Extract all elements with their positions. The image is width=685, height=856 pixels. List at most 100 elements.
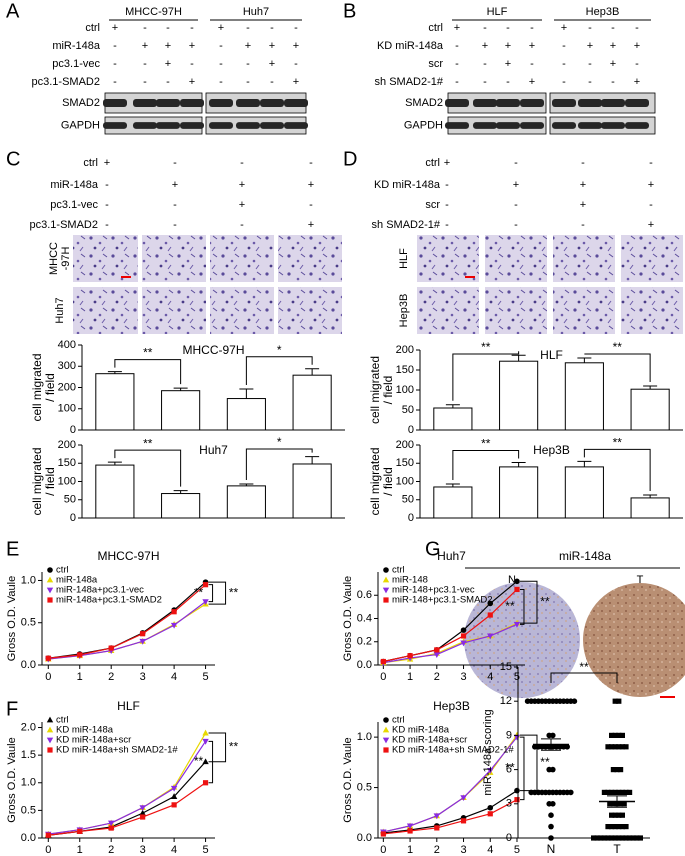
- micrograph: [621, 287, 683, 334]
- significance-bracket: [114, 449, 182, 487]
- y-tick-label: 0.6: [357, 589, 372, 601]
- micrograph: [210, 287, 274, 334]
- sign: -: [309, 157, 313, 169]
- sign: -: [483, 58, 487, 70]
- series-line: [48, 601, 206, 660]
- y-tick-label: 0: [506, 832, 512, 844]
- point: [550, 766, 556, 773]
- point: [487, 768, 494, 774]
- y-tick-label: 100: [58, 403, 76, 415]
- point: [610, 801, 616, 807]
- point: [621, 801, 627, 807]
- error-bar: [107, 461, 122, 466]
- y-tick-label: 50: [402, 404, 414, 416]
- y-tick-label: 50: [402, 494, 414, 506]
- sem-bar: [541, 738, 561, 751]
- bar: [433, 407, 473, 431]
- legend-label: ctrl: [56, 565, 69, 576]
- sign: -: [190, 58, 194, 70]
- sign: -: [143, 22, 147, 34]
- sign: -: [219, 76, 223, 88]
- sign: -: [105, 199, 109, 211]
- point: [619, 789, 625, 795]
- significance-bracket: [114, 359, 182, 385]
- point: [630, 835, 636, 841]
- blot-band: [496, 122, 520, 129]
- point: [623, 835, 629, 841]
- blot-band: [236, 99, 260, 107]
- sign: -: [588, 76, 592, 88]
- legend-marker: [47, 567, 53, 573]
- x-tick-label: 1: [77, 671, 83, 683]
- tissue-label: T: [637, 574, 644, 586]
- x-tick-label: 3: [460, 844, 466, 856]
- point: [139, 638, 146, 645]
- sign: -: [246, 58, 250, 70]
- y-tick-label: 12: [500, 695, 512, 707]
- legend-label: KD miR-148a+sh SMAD2-1#: [392, 745, 514, 756]
- point: [601, 789, 607, 795]
- sign: -: [309, 199, 313, 211]
- point: [487, 600, 494, 607]
- blot-band: [445, 122, 469, 129]
- x-tick-label: 4: [171, 844, 177, 856]
- micrograph: [278, 235, 342, 282]
- sign: -: [649, 199, 653, 211]
- blot-band: [284, 122, 308, 129]
- sign: -: [635, 22, 639, 34]
- sign: -: [506, 22, 510, 34]
- sign: +: [634, 76, 640, 88]
- y-axis-label: / field: [381, 467, 395, 496]
- micrograph: [210, 235, 274, 282]
- bar: [499, 466, 539, 519]
- sign: -: [530, 22, 534, 34]
- series-line: [383, 790, 518, 834]
- bar: [226, 398, 266, 431]
- sign: +: [505, 40, 511, 52]
- error-bar: [445, 483, 460, 487]
- point: [202, 599, 209, 605]
- point: [487, 804, 494, 811]
- significance-label: **: [540, 755, 550, 769]
- sign: -: [455, 58, 459, 70]
- y-tick-label: 400: [58, 339, 76, 351]
- sign: -: [649, 157, 653, 169]
- x-tick-label: 2: [434, 844, 440, 856]
- point: [612, 824, 618, 830]
- point: [619, 732, 625, 738]
- blot-band: [284, 99, 308, 107]
- point: [108, 820, 115, 827]
- sign: +: [580, 199, 586, 211]
- y-tick-label: 1.0: [21, 574, 36, 586]
- blot-band: [156, 99, 180, 107]
- legend-marker: [383, 597, 389, 603]
- point: [513, 734, 521, 741]
- y-tick-label: 6: [506, 764, 512, 776]
- point: [108, 645, 114, 651]
- y-axis-label: cell migrated: [30, 447, 44, 515]
- significance-bracket: [584, 353, 651, 382]
- panel-label: G: [425, 538, 441, 560]
- tissue-label: N: [508, 574, 516, 586]
- bar: [161, 493, 201, 519]
- panel-label: E: [6, 538, 19, 560]
- chart-title: Huh7: [199, 443, 228, 457]
- series-line: [48, 603, 206, 660]
- point: [601, 835, 607, 841]
- blot-band: [578, 99, 602, 107]
- sign: -: [270, 76, 274, 88]
- legend-label: KD miR-148a+scr: [56, 735, 131, 746]
- chart-title: MHCC-97H: [97, 549, 159, 563]
- point: [202, 738, 209, 745]
- point: [627, 789, 633, 795]
- y-tick-label: 1.0: [21, 777, 36, 789]
- point: [514, 787, 520, 794]
- significance-label: **: [540, 594, 550, 608]
- point: [609, 744, 615, 750]
- error-bar: [643, 385, 658, 390]
- sign: -: [514, 219, 518, 231]
- chart-title: Huh7: [437, 549, 466, 563]
- y-tick-label: 3: [506, 798, 512, 810]
- significance-label: **: [613, 340, 623, 354]
- point: [616, 835, 622, 841]
